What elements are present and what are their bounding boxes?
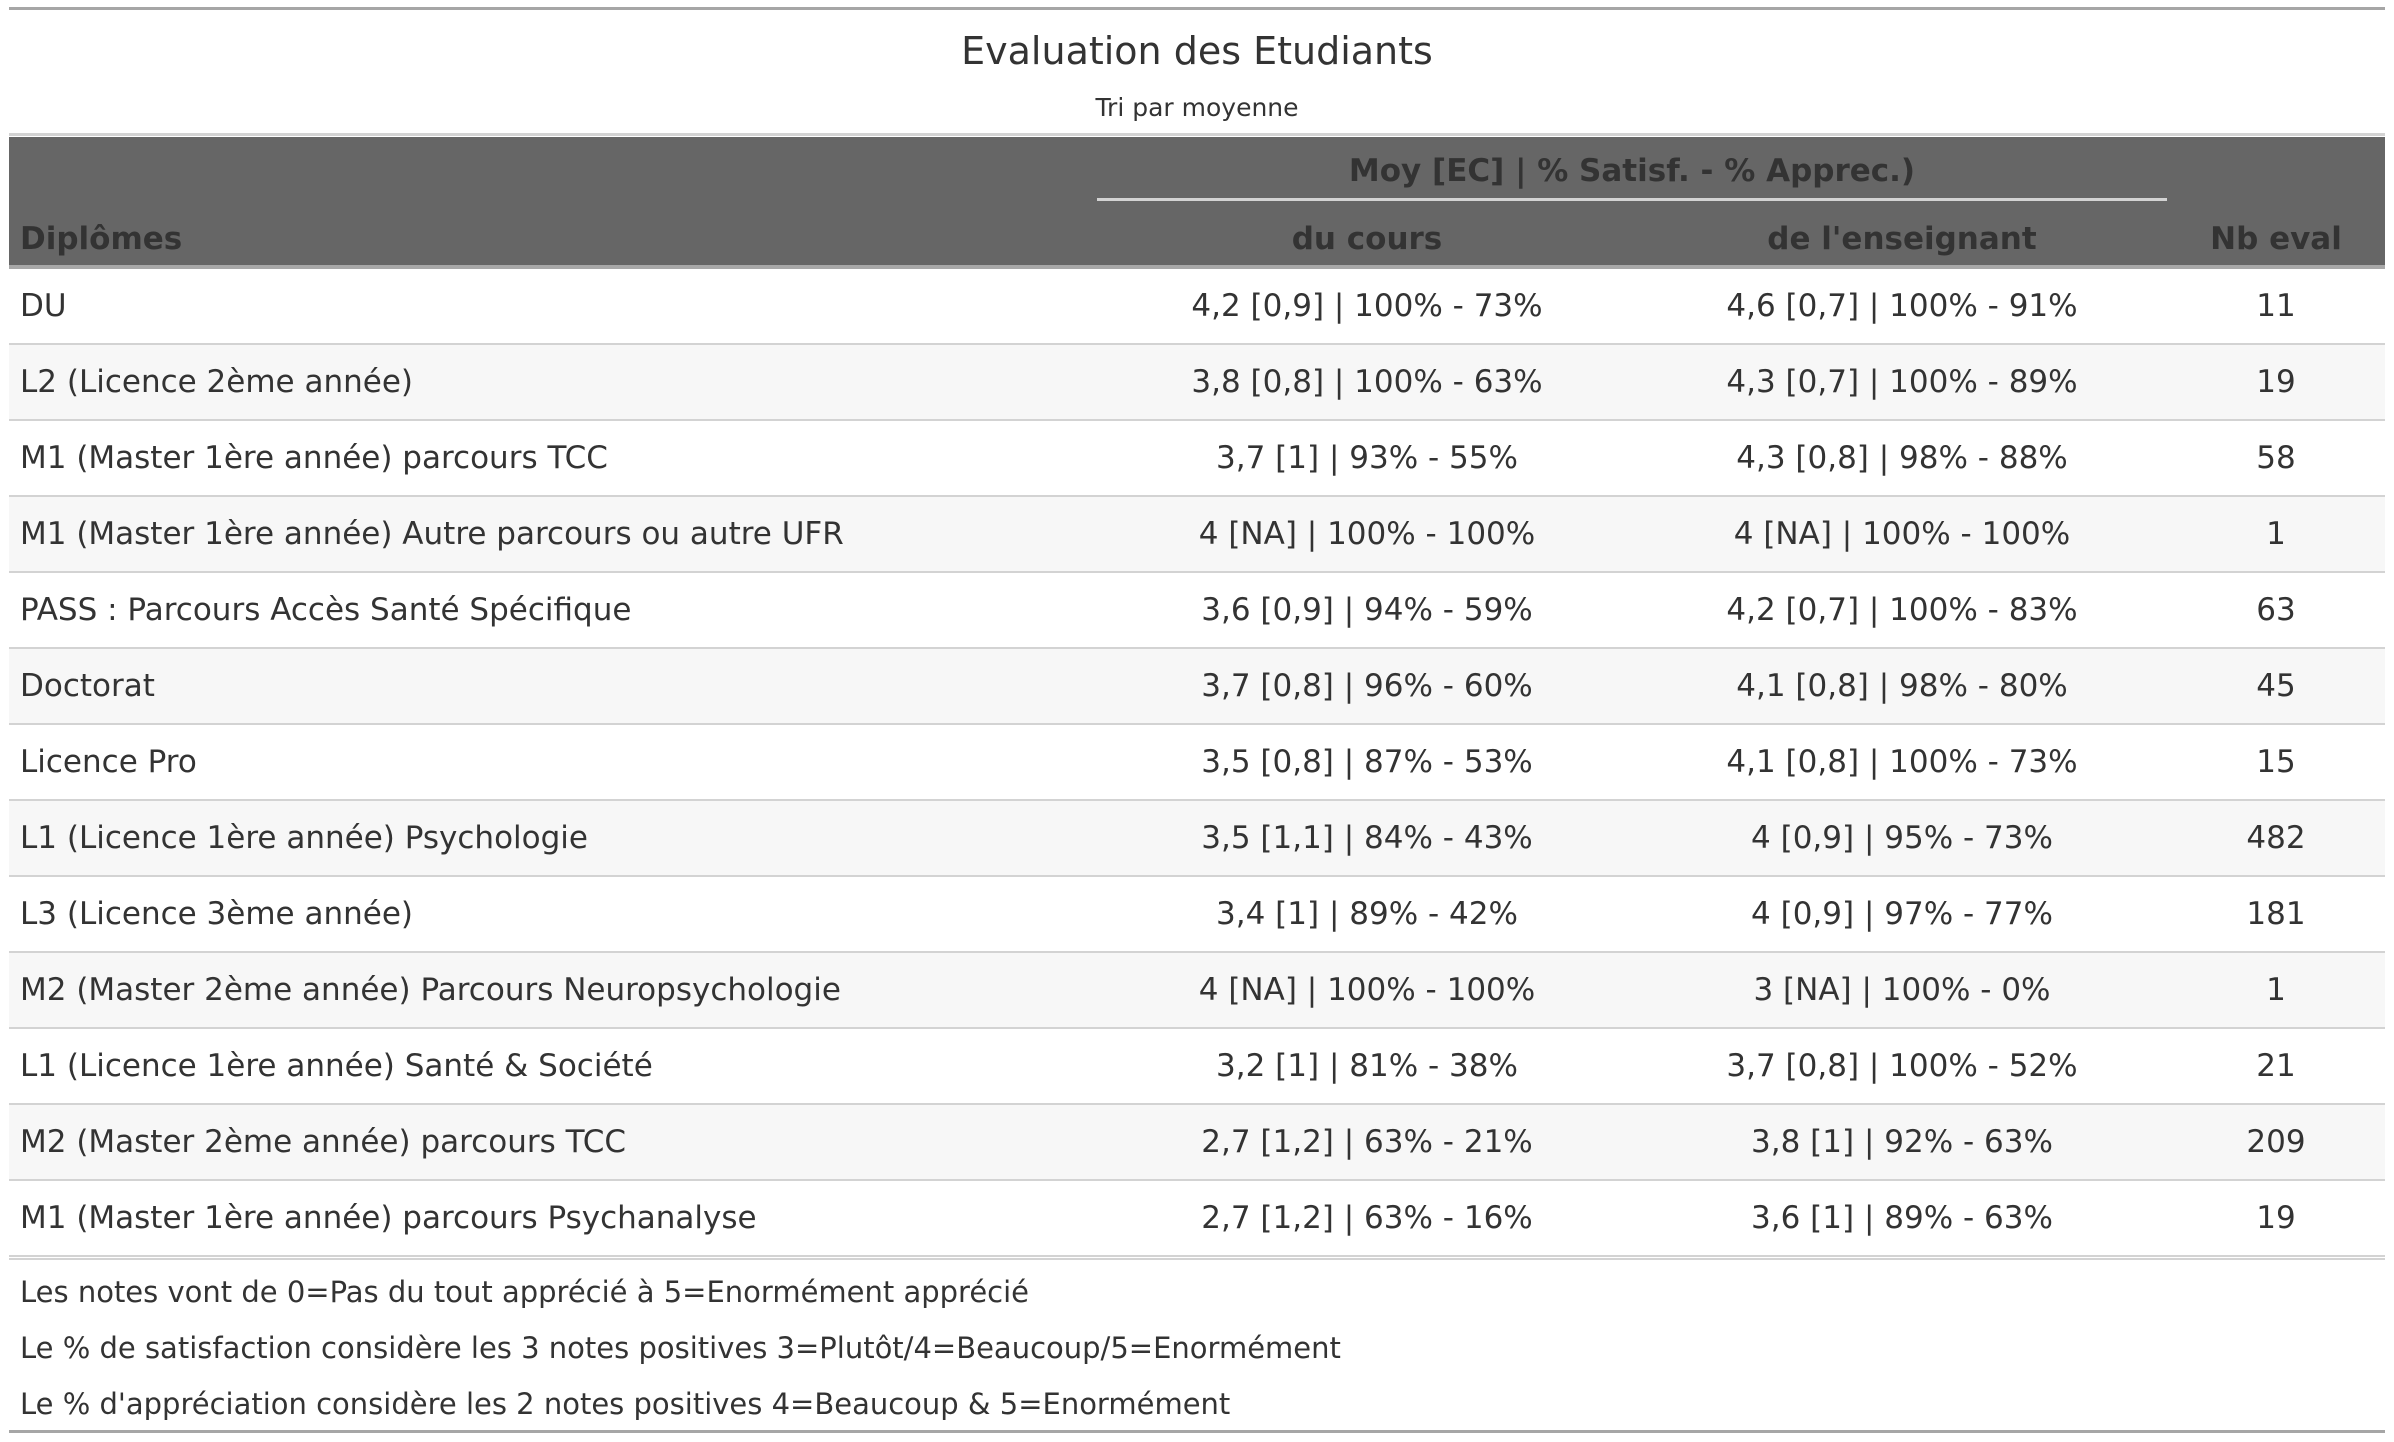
cell-enseignant: 4,1 [0,8] | 98% - 80% xyxy=(1736,668,2068,704)
cell-diplome: M2 (Master 2ème année) parcours TCC xyxy=(20,1124,626,1160)
cell-nb-eval: 45 xyxy=(2256,668,2296,704)
cell-enseignant: 4 [0,9] | 97% - 77% xyxy=(1751,896,2053,932)
cell-diplome: L2 (Licence 2ème année) xyxy=(20,364,414,400)
cell-enseignant: 4 [NA] | 100% - 100% xyxy=(1733,516,2071,552)
cell-enseignant: 4,6 [0,7] | 100% - 91% xyxy=(1726,288,2078,324)
cell-cours: 3,8 [0,8] | 100% - 63% xyxy=(1191,364,1543,400)
cell-enseignant: 4,1 [0,8] | 100% - 73% xyxy=(1726,744,2078,780)
column-header-nb-eval: Nb eval xyxy=(2210,221,2342,257)
cell-diplome: PASS : Parcours Accès Santé Spécifique xyxy=(20,592,632,628)
cell-nb-eval: 1 xyxy=(2266,972,2286,1008)
cell-enseignant: 3,7 [0,8] | 100% - 52% xyxy=(1726,1048,2078,1084)
table-row: L1 (Licence 1ère année) Psychologie 3,5 … xyxy=(9,801,2385,877)
cell-nb-eval: 482 xyxy=(2246,820,2306,856)
cell-enseignant: 4,2 [0,7] | 100% - 83% xyxy=(1726,592,2078,628)
cell-cours: 3,6 [0,9] | 94% - 59% xyxy=(1201,592,1533,628)
cell-nb-eval: 21 xyxy=(2256,1048,2296,1084)
column-header-enseignant: de l'enseignant xyxy=(1767,221,2037,257)
cell-diplome: L1 (Licence 1ère année) Psychologie xyxy=(20,820,588,856)
table-row: PASS : Parcours Accès Santé Spécifique 3… xyxy=(9,573,2385,649)
cell-diplome: M1 (Master 1ère année) parcours TCC xyxy=(20,440,608,476)
table-row: Licence Pro 3,5 [0,8] | 87% - 53% 4,1 [0… xyxy=(9,725,2385,801)
table-row: M1 (Master 1ère année) parcours Psychana… xyxy=(9,1181,2385,1257)
cell-nb-eval: 19 xyxy=(2256,364,2296,400)
table-row: M1 (Master 1ère année) Autre parcours ou… xyxy=(9,497,2385,573)
cell-enseignant: 3 [NA] | 100% - 0% xyxy=(1753,972,2051,1008)
cell-cours: 3,7 [0,8] | 96% - 60% xyxy=(1201,668,1533,704)
table-row: M1 (Master 1ère année) parcours TCC 3,7 … xyxy=(9,421,2385,497)
table-row: M2 (Master 2ème année) Parcours Neuropsy… xyxy=(9,953,2385,1029)
column-spanner-label: Moy [EC] | % Satisf. - % Apprec.) xyxy=(1348,153,1916,189)
cell-cours: 3,4 [1] | 89% - 42% xyxy=(1216,896,1518,932)
cell-diplome: M1 (Master 1ère année) Autre parcours ou… xyxy=(20,516,844,552)
cell-cours: 3,2 [1] | 81% - 38% xyxy=(1216,1048,1518,1084)
table-title: Evaluation des Etudiants xyxy=(961,29,1433,73)
table-row: L3 (Licence 3ème année) 3,4 [1] | 89% - … xyxy=(9,877,2385,953)
top-rule xyxy=(9,7,2385,10)
table-row: L1 (Licence 1ère année) Santé & Société … xyxy=(9,1029,2385,1105)
cell-cours: 3,5 [1,1] | 84% - 43% xyxy=(1201,820,1533,856)
bottom-rule xyxy=(9,1430,2385,1433)
column-header-cours: du cours xyxy=(1291,221,1443,257)
cell-nb-eval: 181 xyxy=(2246,896,2306,932)
cell-cours: 3,5 [0,8] | 87% - 53% xyxy=(1201,744,1533,780)
table-row: DU 4,2 [0,9] | 100% - 73% 4,6 [0,7] | 10… xyxy=(9,269,2385,345)
header-rule xyxy=(9,133,2385,136)
table-header: Moy [EC] | % Satisf. - % Apprec.) Diplôm… xyxy=(9,137,2385,269)
cell-enseignant: 3,6 [1] | 89% - 63% xyxy=(1751,1200,2053,1236)
footnote-satisfaction: Le % de satisfaction considère les 3 not… xyxy=(20,1331,1341,1365)
cell-diplome: M2 (Master 2ème année) Parcours Neuropsy… xyxy=(20,972,841,1008)
cell-diplome: DU xyxy=(20,288,67,324)
cell-enseignant: 4,3 [0,8] | 98% - 88% xyxy=(1736,440,2068,476)
cell-diplome: Doctorat xyxy=(20,668,155,704)
cell-diplome: Licence Pro xyxy=(20,744,197,780)
cell-nb-eval: 11 xyxy=(2256,288,2296,324)
cell-cours: 4 [NA] | 100% - 100% xyxy=(1198,516,1536,552)
cell-nb-eval: 19 xyxy=(2256,1200,2296,1236)
cell-cours: 4 [NA] | 100% - 100% xyxy=(1198,972,1536,1008)
cell-enseignant: 4,3 [0,7] | 100% - 89% xyxy=(1726,364,2078,400)
table-footnotes: Les notes vont de 0=Pas du tout apprécié… xyxy=(9,1258,2385,1421)
cell-nb-eval: 209 xyxy=(2246,1124,2306,1160)
cell-cours: 2,7 [1,2] | 63% - 16% xyxy=(1201,1200,1533,1236)
cell-diplome: L1 (Licence 1ère année) Santé & Société xyxy=(20,1048,653,1084)
table-body: DU 4,2 [0,9] | 100% - 73% 4,6 [0,7] | 10… xyxy=(9,269,2385,1257)
cell-cours: 4,2 [0,9] | 100% - 73% xyxy=(1191,288,1543,324)
table-subtitle: Tri par moyenne xyxy=(1095,93,1299,122)
table-row: M2 (Master 2ème année) parcours TCC 2,7 … xyxy=(9,1105,2385,1181)
cell-enseignant: 3,8 [1] | 92% - 63% xyxy=(1751,1124,2053,1160)
table-row: L2 (Licence 2ème année) 3,8 [0,8] | 100%… xyxy=(9,345,2385,421)
column-header-diplomes: Diplômes xyxy=(20,221,183,257)
cell-enseignant: 4 [0,9] | 95% - 73% xyxy=(1751,820,2053,856)
cell-cours: 2,7 [1,2] | 63% - 21% xyxy=(1201,1124,1533,1160)
cell-cours: 3,7 [1] | 93% - 55% xyxy=(1216,440,1518,476)
table-row: Doctorat 3,7 [0,8] | 96% - 60% 4,1 [0,8]… xyxy=(9,649,2385,725)
cell-nb-eval: 1 xyxy=(2266,516,2286,552)
cell-nb-eval: 15 xyxy=(2256,744,2296,780)
column-spanner-line xyxy=(1097,198,2167,201)
cell-diplome: M1 (Master 1ère année) parcours Psychana… xyxy=(20,1200,757,1236)
cell-nb-eval: 63 xyxy=(2256,592,2296,628)
footnote-appreciation: Le % d'appréciation considère les 2 note… xyxy=(20,1387,1231,1421)
footnote-echelle: Les notes vont de 0=Pas du tout apprécié… xyxy=(20,1275,1030,1309)
cell-nb-eval: 58 xyxy=(2256,440,2296,476)
cell-diplome: L3 (Licence 3ème année) xyxy=(20,896,414,932)
